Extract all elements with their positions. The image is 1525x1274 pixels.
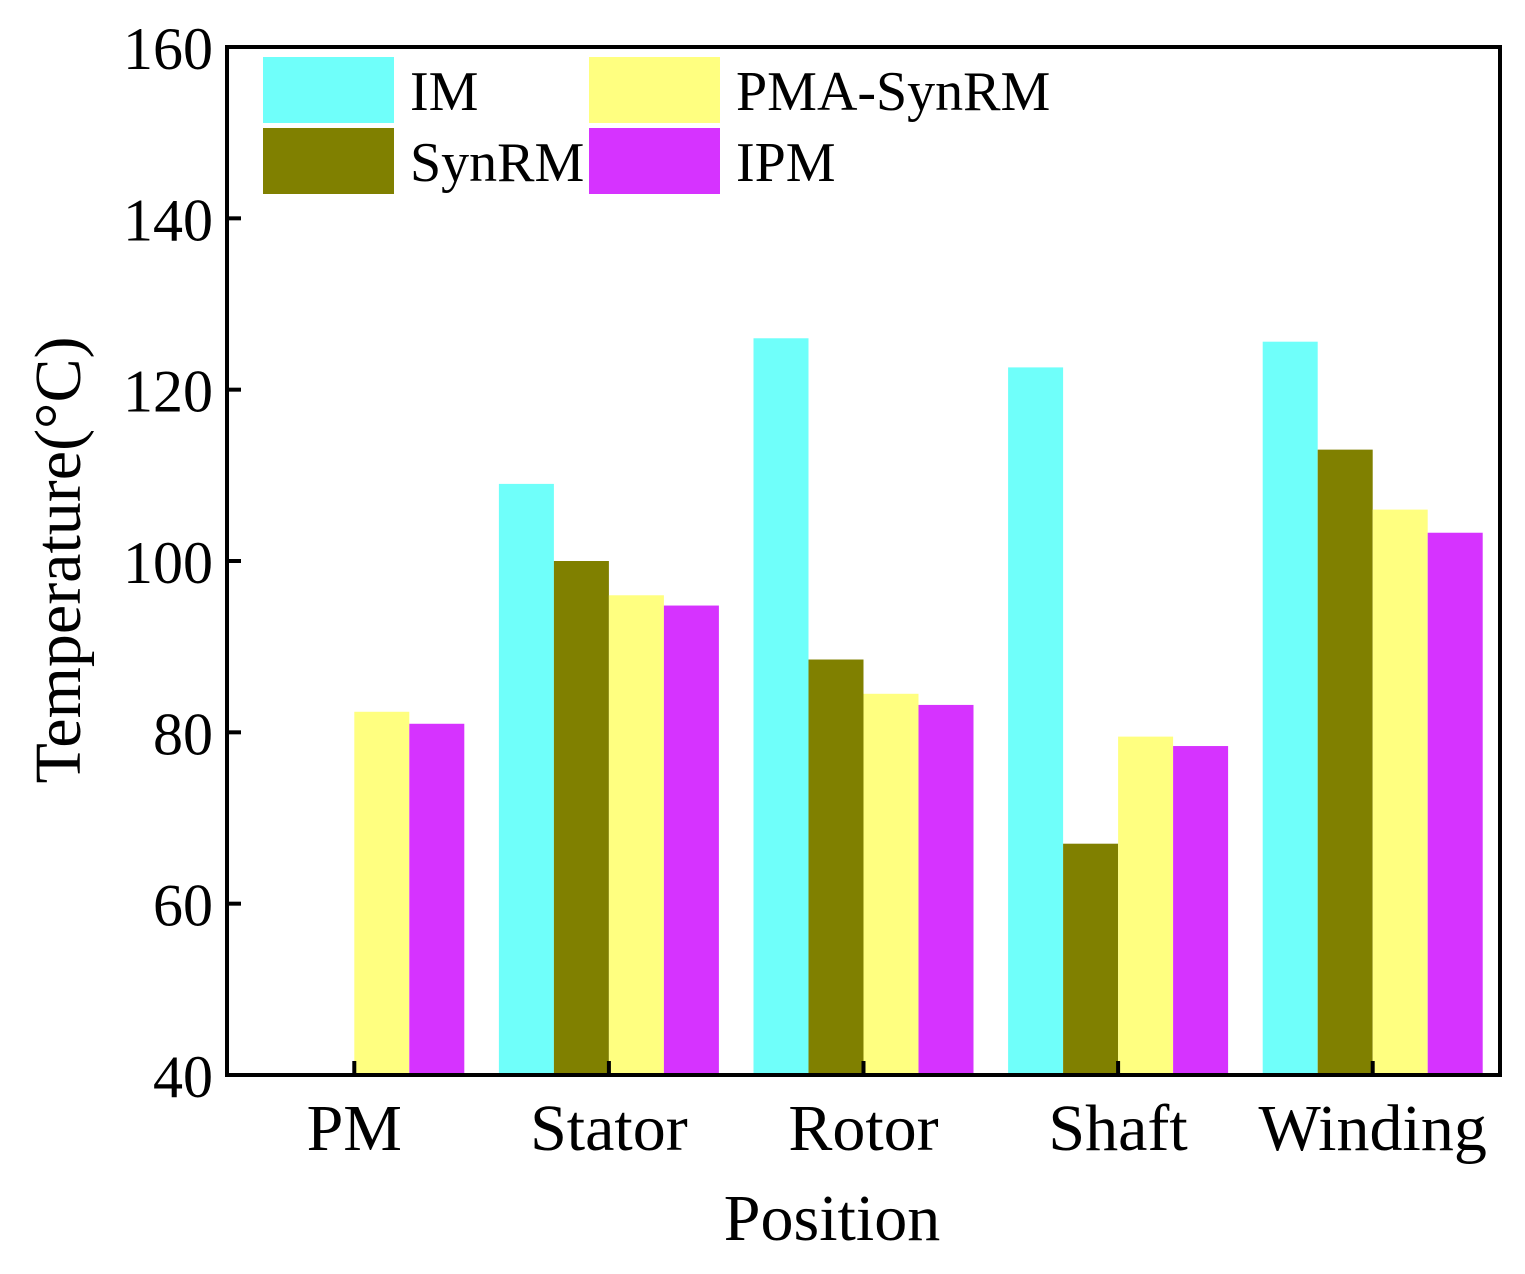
bar-synrm-shaft [1063, 843, 1119, 1075]
bar-synrm-stator [553, 561, 609, 1075]
x-tick-label: PM [307, 1092, 402, 1165]
legend-label: SynRM [410, 132, 584, 194]
bar-im-rotor [753, 338, 809, 1075]
legend-swatch-im [263, 57, 394, 123]
bar-ipm-pm [409, 723, 465, 1075]
bar-pma-synrm-rotor [863, 693, 919, 1075]
y-tick-label: 120 [123, 359, 213, 425]
y-tick-label: 80 [153, 701, 213, 767]
x-axis: PM Stator Rotor Shaft Winding [307, 1061, 1487, 1165]
bar-pma-synrm-winding [1372, 509, 1428, 1076]
bars-layer [354, 338, 1483, 1076]
legend-label: PMA-SynRM [736, 61, 1050, 123]
bar-ipm-stator [663, 605, 719, 1075]
y-tick-label: 40 [153, 1044, 213, 1110]
x-tick-label: Rotor [788, 1092, 938, 1165]
bar-pma-synrm-pm [354, 711, 410, 1075]
bar-ipm-winding [1427, 532, 1483, 1075]
legend-swatch-ipm [589, 128, 720, 194]
bar-pma-synrm-shaft [1118, 736, 1174, 1075]
y-axis: 40 60 80 100 120 140 160 [123, 16, 241, 1110]
legend-swatch-pma-synrm [589, 57, 720, 123]
bar-im-stator [498, 483, 554, 1075]
y-axis-label: Temperature(°C) [22, 337, 95, 784]
bar-pma-synrm-stator [608, 595, 664, 1075]
bar-synrm-winding [1317, 449, 1373, 1076]
legend-label: IM [410, 61, 478, 123]
bar-im-winding [1262, 341, 1318, 1075]
y-tick-label: 140 [123, 187, 213, 253]
y-tick-label: 60 [153, 873, 213, 939]
legend-label: IPM [736, 132, 836, 194]
y-tick-label: 160 [123, 16, 213, 82]
x-tick-label: Stator [530, 1092, 688, 1165]
legend-swatch-synrm [263, 128, 394, 194]
y-tick-label: 100 [123, 530, 213, 596]
bar-ipm-rotor [918, 704, 974, 1075]
legend: IM SynRM PMA-SynRM IPM [263, 57, 1050, 194]
x-tick-label: Winding [1259, 1092, 1487, 1165]
bar-im-shaft [1008, 367, 1064, 1076]
x-tick-label: Shaft [1048, 1092, 1187, 1165]
x-axis-label: Position [724, 1182, 940, 1255]
bar-synrm-rotor [808, 659, 864, 1075]
bar-ipm-shaft [1173, 746, 1229, 1075]
